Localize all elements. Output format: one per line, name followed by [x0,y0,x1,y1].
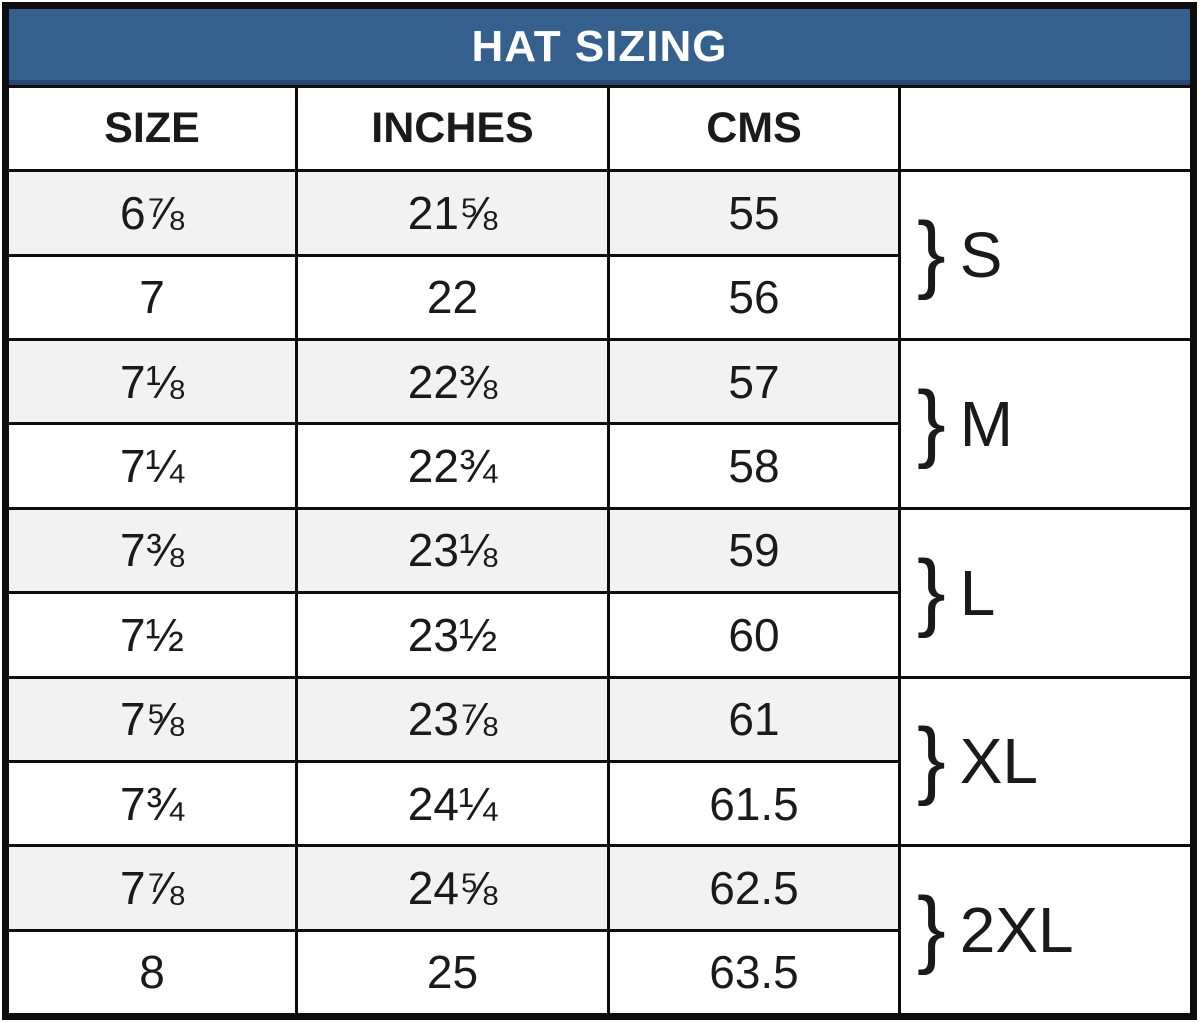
table-title: HAT SIZING [9,9,1190,85]
size-cell: 6⅞ [9,172,295,254]
group-cell-s: } S [901,172,1190,339]
size-cell: 7⅜ [9,509,295,592]
group-cell-l: } L [901,509,1190,676]
group-label: XL [959,725,1039,798]
cms-cell: 55 [610,172,898,254]
group-label: M [959,387,1014,460]
inches-cell: 22¾ [298,425,607,507]
size-cell: 7⅝ [9,678,295,760]
cms-cell: 56 [610,256,898,339]
inches-cell: 24¼ [298,762,607,845]
cms-cell: 62.5 [610,847,898,929]
col-header-cms: CMS [610,88,898,170]
col-header-size: SIZE [9,88,295,170]
size-cell: 7⅛ [9,341,295,423]
inches-cell: 23⅞ [298,678,607,760]
col-header-group [901,88,1190,170]
cms-cell: 59 [610,509,898,592]
inches-cell: 22 [298,256,607,339]
size-cell: 7⅞ [9,847,295,929]
group-label: S [959,219,1003,292]
inches-cell: 21⅝ [298,172,607,254]
inches-cell: 22⅜ [298,341,607,423]
group-cell-m: } M [901,341,1190,507]
cms-cell: 58 [610,425,898,507]
cms-cell: 61 [610,678,898,760]
cms-cell: 61.5 [610,762,898,845]
cms-cell: 60 [610,594,898,676]
size-cell: 7 [9,256,295,339]
inches-cell: 24⅝ [298,847,607,929]
inches-cell: 23⅛ [298,509,607,592]
inches-cell: 25 [298,931,607,1013]
cms-cell: 57 [610,341,898,423]
size-cell: 8 [9,931,295,1013]
inches-cell: 23½ [298,594,607,676]
size-cell: 7½ [9,594,295,676]
cms-cell: 63.5 [610,931,898,1013]
group-label: 2XL [959,894,1074,967]
size-cell: 7¼ [9,425,295,507]
group-label: L [959,556,996,629]
size-cell: 7¾ [9,762,295,845]
group-cell-2xl: } 2XL [901,847,1190,1013]
group-cell-xl: } XL [901,678,1190,845]
col-header-inches: INCHES [298,88,607,170]
